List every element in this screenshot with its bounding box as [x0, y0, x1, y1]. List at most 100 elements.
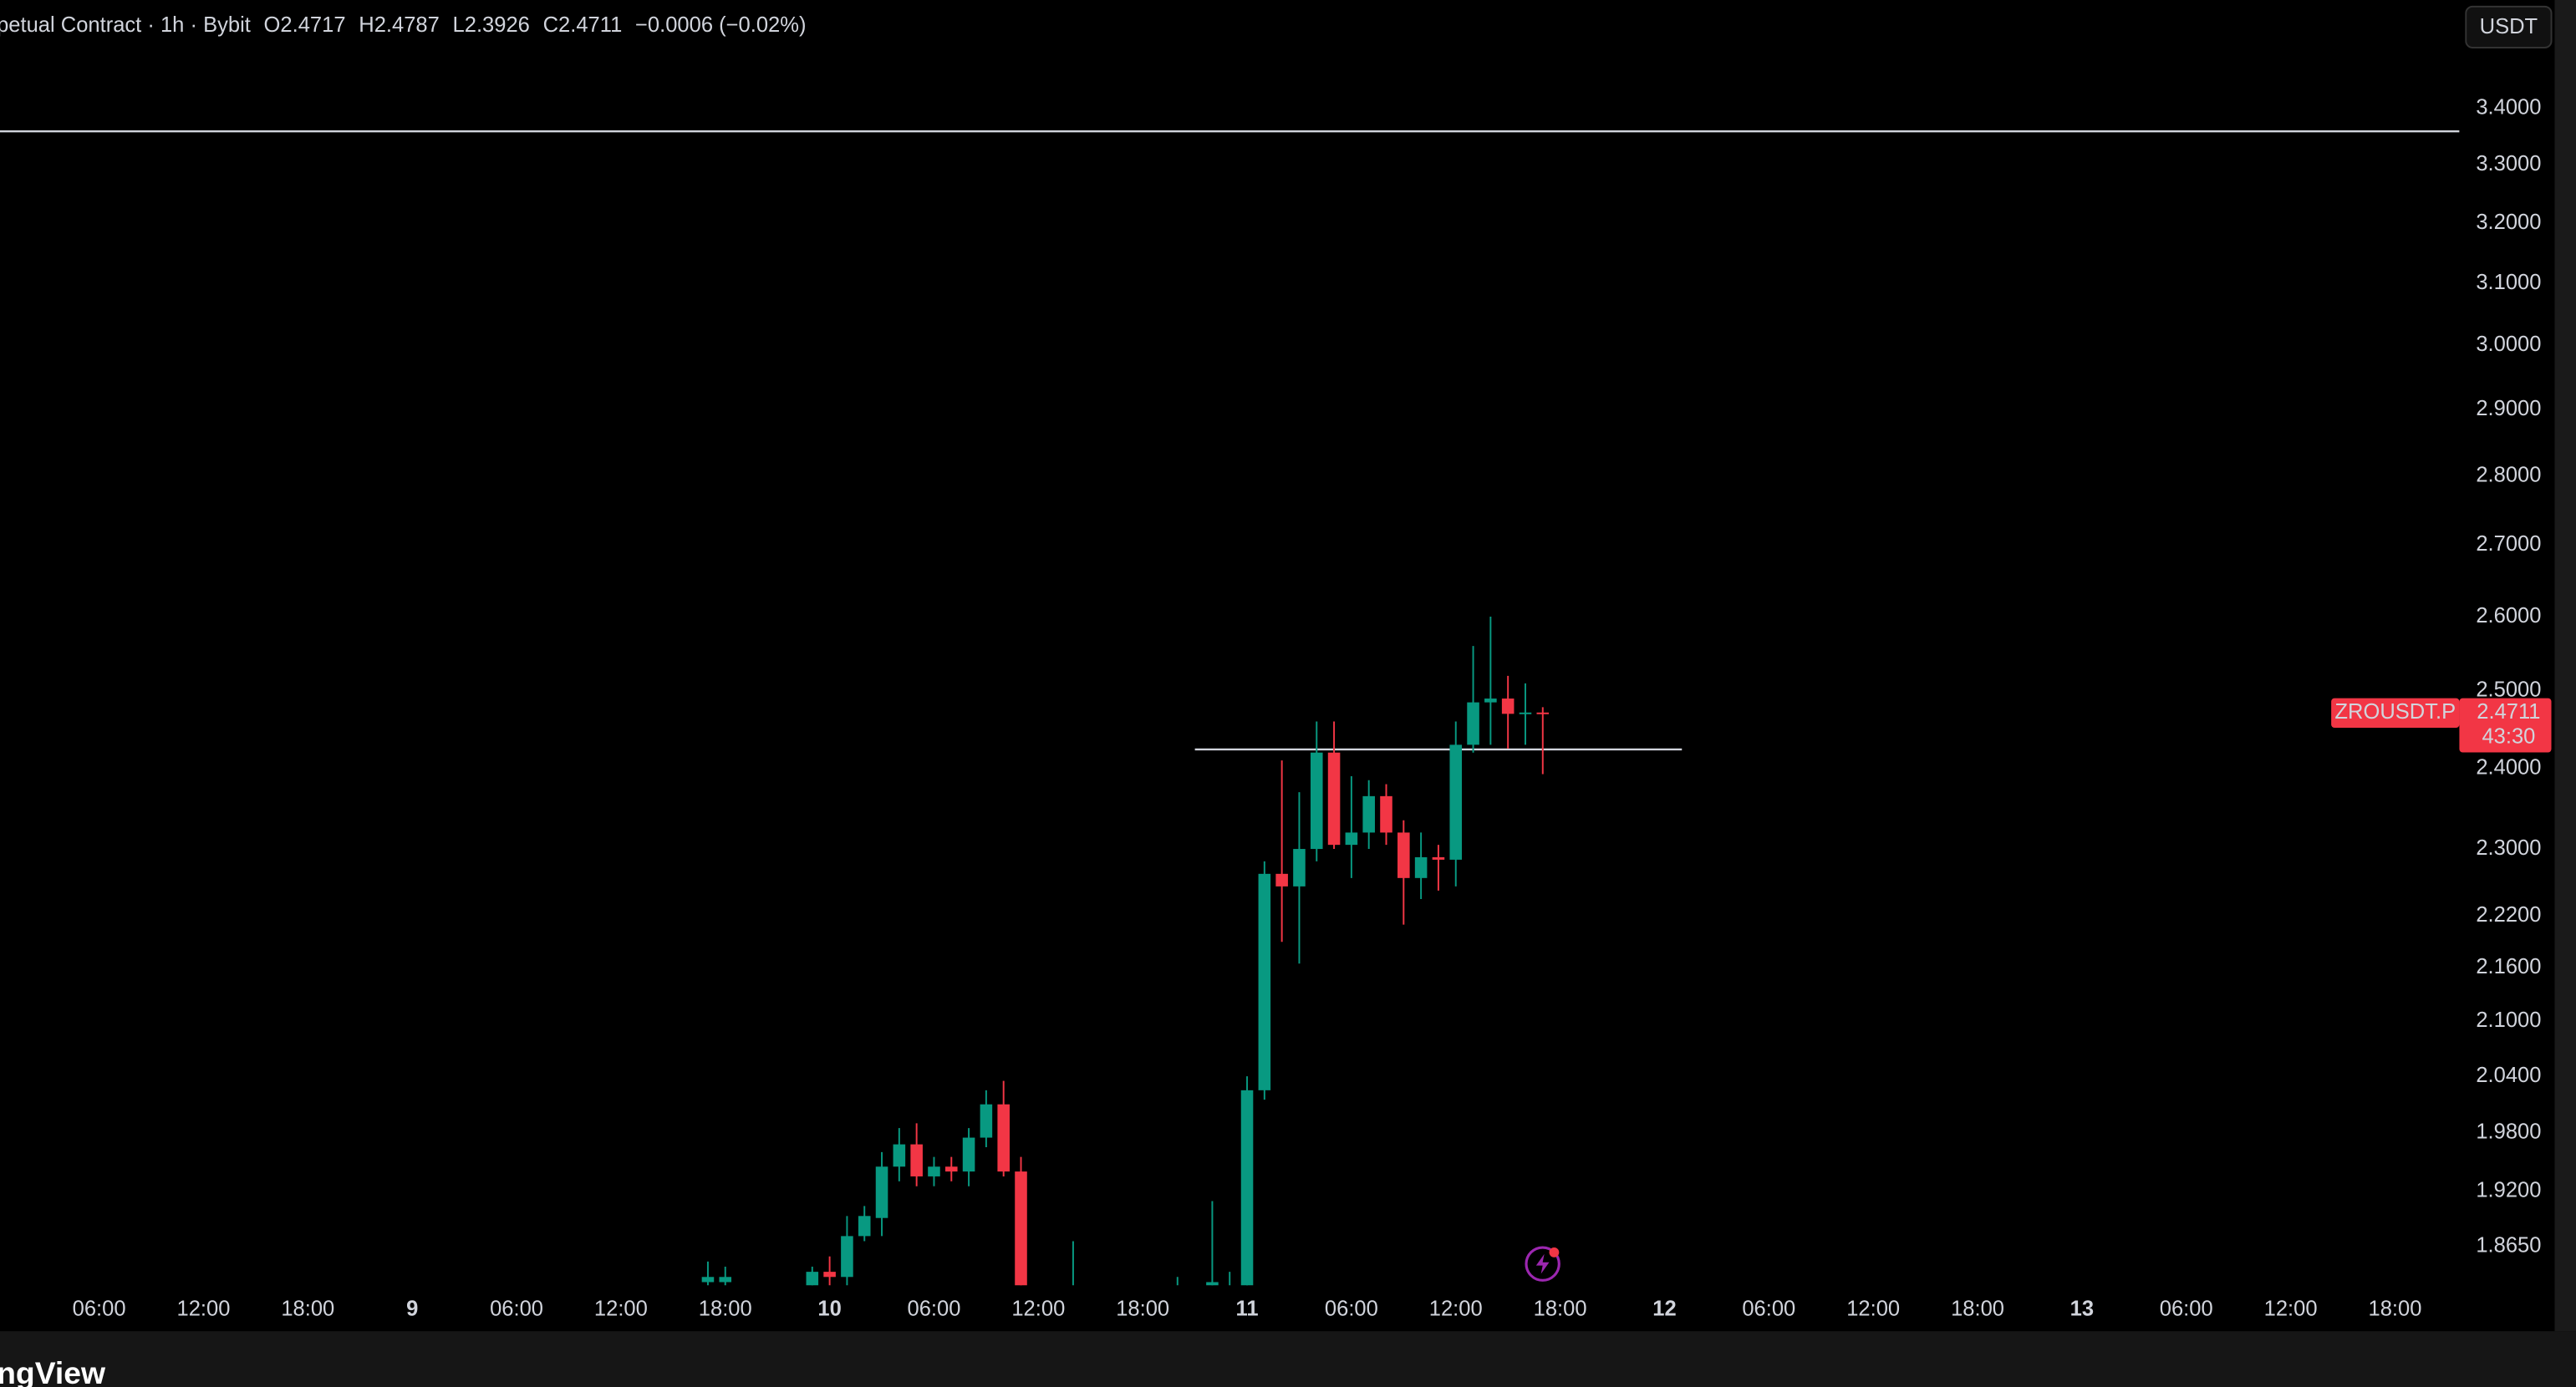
x-tick-label: 18:00 — [1534, 1297, 1587, 1320]
candle-body — [980, 1104, 993, 1138]
candle-body — [1327, 752, 1341, 846]
header-text: H — [359, 13, 374, 37]
y-tick-label: 2.2200 — [2476, 903, 2541, 927]
price-label-bg — [2459, 698, 2552, 753]
y-tick-label: 2.0400 — [2476, 1064, 2541, 1087]
candle-body — [1345, 832, 1358, 846]
x-tick-label: 12:00 — [1846, 1297, 1900, 1320]
symbol-label-bg — [2331, 698, 2460, 729]
x-tick-label: 18:00 — [2368, 1297, 2421, 1320]
header-text: L — [453, 13, 465, 37]
candle-body — [858, 1216, 871, 1237]
candle-body — [1536, 712, 1550, 714]
candle-body — [1501, 699, 1515, 714]
header-text: 2.4717 — [280, 13, 345, 37]
last-price: 2.4711 — [2477, 700, 2540, 724]
candle-body — [1015, 1171, 1027, 1286]
candle-body — [875, 1166, 888, 1218]
candle-body — [1206, 1282, 1219, 1286]
header-text: C — [543, 13, 558, 37]
countdown: 43:30 — [2482, 725, 2535, 749]
header-text: 2.4787 — [374, 13, 440, 37]
candle-body — [1484, 699, 1497, 703]
candle-body — [997, 1104, 1010, 1172]
x-tick-label: 9 — [406, 1297, 418, 1320]
candle-body — [928, 1166, 940, 1176]
candle-body — [1432, 856, 1445, 860]
candle-body — [806, 1272, 819, 1286]
x-tick-label: 18:00 — [281, 1297, 334, 1320]
candle-body — [1293, 849, 1306, 887]
header-text: petual Contract · 1h · Bybit — [0, 13, 251, 37]
x-tick-label: 18:00 — [1951, 1297, 2004, 1320]
y-tick-label: 3.1000 — [2476, 271, 2541, 294]
candle-body — [1397, 832, 1410, 878]
candle-body — [1380, 795, 1392, 833]
y-tick-label: 2.9000 — [2476, 397, 2541, 420]
symbol: ZROUSDT.P — [2334, 700, 2456, 724]
candle-body — [1467, 702, 1479, 745]
plot-area — [0, 130, 2460, 1286]
candle-body — [1449, 744, 1463, 860]
y-tick-label: 1.9200 — [2476, 1178, 2541, 1202]
x-tick-label: 12:00 — [594, 1297, 648, 1320]
x-tick-label: 12 — [1652, 1297, 1676, 1320]
candle-body — [841, 1236, 853, 1278]
x-tick-label: 06:00 — [73, 1297, 126, 1320]
x-tick-label: 10 — [817, 1297, 841, 1320]
header-text: 2.3926 — [465, 13, 530, 37]
y-tick-label: 1.9800 — [2476, 1120, 2541, 1144]
x-tick-label: 12:00 — [1429, 1297, 1483, 1320]
x-tick-label: 12:00 — [2264, 1297, 2318, 1320]
y-tick-label: 3.0000 — [2476, 333, 2541, 356]
header: petual Contract · 1h · Bybit O 2.4717 H 2.47… — [0, 13, 806, 37]
x-tick-label: 06:00 — [1325, 1297, 1378, 1320]
x-tick-label: 11 — [1236, 1297, 1259, 1320]
x-tick-label: 13 — [2070, 1297, 2094, 1320]
brand: ngView — [0, 1355, 106, 1387]
y-tick-label: 2.4000 — [2476, 755, 2541, 779]
candle-body — [962, 1137, 975, 1172]
y-tick-label: 3.2000 — [2476, 211, 2541, 234]
candle-body — [944, 1166, 958, 1172]
y-tick-label: 2.1000 — [2476, 1008, 2541, 1032]
header-text: 2.4711 — [558, 13, 622, 37]
x-tick-label: 18:00 — [699, 1297, 752, 1320]
y-tick-label: 1.8650 — [2476, 1233, 2541, 1257]
candle-body — [893, 1144, 906, 1167]
header-text: O — [264, 13, 281, 37]
x-tick-label: 06:00 — [1742, 1297, 1795, 1320]
candle-body — [1275, 873, 1288, 887]
x-tick-label: 06:00 — [2160, 1297, 2213, 1320]
candle-body — [701, 1277, 715, 1283]
candle-body — [1258, 873, 1271, 1090]
footer — [0, 1331, 2576, 1387]
candle-body — [1519, 712, 1532, 714]
candle-body — [823, 1272, 836, 1278]
header-text: −0.0006 (−0.02%) — [635, 13, 806, 37]
x-tick-label: 12:00 — [177, 1297, 231, 1320]
y-tick-label: 2.3000 — [2476, 836, 2541, 860]
y-tick-label: 2.8000 — [2476, 464, 2541, 487]
candle-body — [719, 1277, 732, 1283]
candle-body — [1414, 856, 1428, 878]
x-tick-label: 18:00 — [1116, 1297, 1169, 1320]
y-tick-label: 3.3000 — [2476, 152, 2541, 175]
scroll-strip — [2554, 0, 2576, 1332]
x-tick-label: 12:00 — [1011, 1297, 1065, 1320]
candle-body — [1362, 795, 1375, 833]
y-tick-label: 2.7000 — [2476, 532, 2541, 556]
y-tick-label: 2.6000 — [2476, 604, 2541, 627]
candle-body — [1240, 1090, 1254, 1286]
candle-body — [1310, 752, 1323, 850]
x-tick-label: 06:00 — [490, 1297, 543, 1320]
candle-body — [910, 1144, 923, 1176]
y-tick-label: 3.4000 — [2476, 95, 2541, 119]
currency[interactable]: USDT — [2480, 15, 2538, 38]
lightning-icon[interactable] — [1525, 1246, 1560, 1282]
y-tick-label: 2.1600 — [2476, 955, 2541, 978]
currency-button[interactable] — [2465, 5, 2553, 48]
